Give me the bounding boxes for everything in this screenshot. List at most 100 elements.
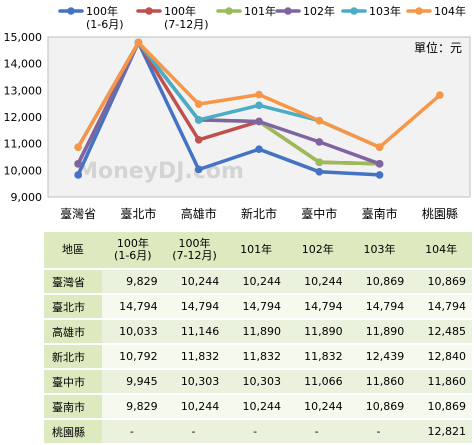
legend-marker bbox=[225, 7, 233, 15]
legend-label: 100年 bbox=[86, 4, 118, 18]
data-point bbox=[315, 158, 324, 167]
legend-label: 100年 bbox=[164, 4, 196, 18]
x-tick-label: 高雄市 bbox=[181, 206, 217, 221]
table-cell: 14,794 bbox=[286, 295, 349, 320]
table-cell: 11,860 bbox=[410, 370, 472, 395]
table-cell: 11,146 bbox=[163, 320, 226, 345]
table-row: 臺南市 9,829 10,244 10,244 10,244 10,869 10,869 bbox=[44, 395, 472, 420]
table-cell-region: 臺北市 bbox=[44, 295, 102, 320]
data-point bbox=[194, 100, 203, 108]
table-cell: 10,244 bbox=[225, 270, 287, 295]
legend-label: 102年 bbox=[303, 4, 335, 18]
table-cell: 14,794 bbox=[410, 295, 472, 320]
table-row: 臺中市 9,945 10,303 10,303 11,066 11,860 11,860 bbox=[44, 370, 472, 395]
table-cell: 11,832 bbox=[163, 345, 226, 370]
table-cell: 10,033 bbox=[102, 320, 164, 345]
legend-label: 103年 bbox=[369, 4, 401, 18]
legend-marker bbox=[284, 7, 292, 15]
legend-marker bbox=[145, 7, 153, 15]
x-tick-label: 臺南市 bbox=[362, 206, 398, 221]
y-tick-label: 10,000 bbox=[4, 164, 43, 177]
table-row: 新北市 10,792 11,832 11,832 11,832 12,439 12,840 bbox=[44, 345, 472, 370]
legend-label: 104年 bbox=[434, 4, 466, 18]
table-cell: 14,794 bbox=[225, 295, 287, 320]
data-point bbox=[194, 135, 203, 144]
legend-marker bbox=[415, 7, 423, 15]
table-cell: 9,829 bbox=[102, 270, 164, 295]
data-point bbox=[315, 168, 324, 176]
header-col-5: 103年 bbox=[348, 232, 411, 270]
header-col-6: 104年 bbox=[410, 232, 472, 270]
table-cell: 9,829 bbox=[102, 395, 164, 420]
header-col-2: 100年 (7-12月) bbox=[163, 232, 226, 270]
table-row: 臺灣省 9,829 10,244 10,244 10,244 10,869 10,869 bbox=[44, 270, 472, 295]
table-cell-region: 臺灣省 bbox=[44, 270, 102, 295]
legend-label: (7-12月) bbox=[164, 18, 209, 31]
data-point bbox=[375, 171, 384, 179]
table-cell: 10,303 bbox=[225, 370, 287, 395]
data-point bbox=[255, 145, 263, 154]
table-cell: 10,792 bbox=[102, 345, 164, 370]
data-point bbox=[315, 138, 324, 146]
data-table: 地區 100年 (1-6月) 100年 (7-12月) 101年 102年 103年… bbox=[44, 232, 472, 445]
table-cell-region: 臺中市 bbox=[44, 370, 102, 395]
table-cell: 10,869 bbox=[348, 395, 411, 420]
legend-label: (1-6月) bbox=[86, 18, 124, 31]
data-point bbox=[315, 116, 324, 125]
legend-label: 101年 bbox=[244, 4, 276, 18]
table-cell: 11,890 bbox=[348, 320, 411, 345]
y-tick-label: 15,000 bbox=[4, 31, 43, 44]
y-tick-label: 9,000 bbox=[11, 191, 43, 204]
table-cell: 10,869 bbox=[410, 270, 472, 295]
table-cell: 11,832 bbox=[286, 345, 349, 370]
chart-svg: MoneyDJ.com單位：元9,00010,00011,00012,00013… bbox=[4, 4, 471, 221]
legend-marker bbox=[350, 7, 358, 15]
data-point bbox=[436, 91, 444, 99]
y-tick-label: 13,000 bbox=[4, 84, 43, 97]
table-row: 高雄市 10,033 11,146 11,890 11,890 11,890 12,485 bbox=[44, 320, 472, 345]
data-point bbox=[134, 38, 143, 47]
table-cell: 10,303 bbox=[163, 370, 226, 395]
table-cell-region: 高雄市 bbox=[44, 320, 102, 345]
x-tick-label: 臺灣省 bbox=[60, 206, 96, 221]
data-point bbox=[74, 171, 82, 179]
table-cell: 12,439 bbox=[348, 345, 411, 370]
table-cell: 11,066 bbox=[286, 370, 349, 395]
table-cell: 14,794 bbox=[348, 295, 411, 320]
x-tick-label: 新北市 bbox=[241, 206, 277, 221]
table-header-row: 地區 100年 (1-6月) 100年 (7-12月) 101年 102年 103年… bbox=[44, 232, 472, 270]
table-cell: 9,945 bbox=[102, 370, 164, 395]
y-tick-label: 11,000 bbox=[4, 138, 43, 151]
table-cell: 10,244 bbox=[163, 395, 226, 420]
legend-marker bbox=[67, 7, 75, 15]
table-cell: 14,794 bbox=[163, 295, 226, 320]
table-cell: 10,244 bbox=[163, 270, 226, 295]
data-point bbox=[194, 116, 203, 124]
table-cell-region: 新北市 bbox=[44, 345, 102, 370]
table-row: 臺北市 14,794 14,794 14,794 14,794 14,794 14,794 bbox=[44, 295, 472, 320]
data-point bbox=[255, 90, 263, 99]
header-col-4: 102年 bbox=[286, 232, 349, 270]
line-chart: MoneyDJ.com 單位：元 9,000 10,000 11,000 12,000 13… bbox=[4, 4, 471, 221]
plot-area bbox=[47, 36, 471, 198]
table-cell: 14,794 bbox=[102, 295, 164, 320]
x-tick-label: 臺中市 bbox=[301, 206, 337, 221]
y-tick-label: 14,000 bbox=[4, 58, 43, 71]
table-cell: 10,244 bbox=[225, 395, 287, 420]
header-col-3: 101年 bbox=[225, 232, 287, 270]
table-cell: 11,860 bbox=[348, 370, 411, 395]
header-col-1-line1: 100年 bbox=[116, 237, 149, 250]
table-cell: 10,244 bbox=[286, 270, 349, 295]
data-point bbox=[194, 165, 203, 174]
table-cell: 12,840 bbox=[410, 345, 472, 370]
table-body: 臺灣省 9,829 10,244 10,244 10,244 10,869 10,869 臺北… bbox=[44, 270, 472, 445]
header-col-1: 100年 (1-6月) bbox=[102, 232, 164, 270]
header-region: 地區 bbox=[44, 232, 102, 270]
table-cell: 10,869 bbox=[410, 395, 472, 420]
table-cell: 10,244 bbox=[286, 395, 349, 420]
y-tick-label: 12,000 bbox=[4, 111, 43, 124]
data-point bbox=[74, 160, 82, 168]
x-tick-label: 桃園縣 bbox=[422, 206, 458, 221]
data-point bbox=[375, 143, 384, 151]
table-cell: 12,485 bbox=[410, 320, 472, 345]
